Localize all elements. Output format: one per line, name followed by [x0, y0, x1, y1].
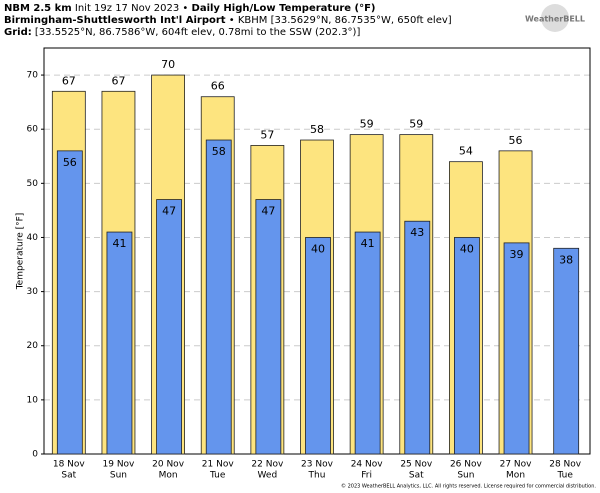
bar [56, 150, 83, 455]
bar [553, 247, 580, 455]
x-tick-label: 28 Nov [549, 460, 582, 470]
x-tick-label: 22 Nov [251, 460, 284, 470]
value-label: 47 [162, 205, 176, 218]
x-tick-label: Sun [457, 471, 474, 481]
y-axis-label: Temperature [°F] [16, 213, 26, 291]
value-label: 66 [211, 80, 225, 93]
x-tick-label: Wed [258, 471, 278, 481]
x-tick-label: Tue [556, 471, 573, 481]
logo: WeatherBELL [525, 15, 585, 24]
x-tick-label: Mon [506, 471, 525, 481]
value-label: 47 [261, 205, 275, 218]
value-label: 43 [410, 226, 424, 239]
bar [454, 237, 480, 455]
init: Init 19z 17 Nov 2023 • [72, 3, 192, 14]
y-tick-label: 40 [27, 233, 39, 243]
x-tick-label: 26 Nov [450, 460, 483, 470]
x-tick-label: 27 Nov [500, 460, 533, 470]
header-line: Birmingham-Shuttlesworth Int'l Airport •… [4, 15, 452, 26]
x-tick-label: Sat [61, 471, 76, 481]
product: Daily High/Low Temperature (°F) [192, 3, 376, 14]
x-tick-label: Sat [409, 471, 424, 481]
x-tick-label: Thu [308, 471, 326, 481]
bar [106, 231, 133, 455]
x-tick-label: 19 Nov [103, 460, 136, 470]
footer: © 2023 WeatherBELL Analytics, LLC. All r… [341, 483, 596, 490]
header-line: NBM 2.5 km Init 19z 17 Nov 2023 • Daily … [4, 3, 376, 14]
header-line: Grid: [33.5525°N, 86.7586°W, 604ft elev,… [4, 27, 360, 38]
x-tick-label: 25 Nov [400, 460, 433, 470]
logo-mark [541, 4, 569, 32]
x-tick-label: 24 Nov [351, 460, 384, 470]
value-label: 67 [111, 74, 125, 87]
y-tick-label: 60 [27, 125, 39, 135]
bar [503, 242, 530, 455]
value-label: 41 [112, 237, 126, 250]
value-label: 39 [510, 248, 524, 261]
value-label: 67 [62, 74, 76, 87]
y-tick-label: 70 [27, 71, 39, 81]
y-tick-label: 30 [27, 287, 39, 297]
station: Birmingham-Shuttlesworth Int'l Airport [4, 15, 226, 26]
value-label: 59 [360, 118, 374, 131]
model: NBM 2.5 km [4, 3, 72, 14]
x-tick-label: 18 Nov [53, 460, 86, 470]
value-label: 58 [212, 145, 226, 158]
y-tick-label: 10 [27, 395, 39, 405]
value-label: 56 [509, 134, 523, 147]
grid-label: Grid: [4, 27, 32, 38]
value-label: 56 [63, 156, 77, 169]
value-label: 54 [459, 145, 473, 158]
y-tick-label: 20 [27, 341, 39, 351]
bar [305, 237, 331, 455]
station-info: • KBHM [33.5629°N, 86.7535°W, 650ft elev… [226, 15, 452, 26]
x-tick-label: Mon [159, 471, 178, 481]
y-tick-label: 50 [27, 179, 39, 189]
x-tick-label: Fri [361, 471, 372, 481]
grid-info: [33.5525°N, 86.7586°W, 604ft elev, 0.78m… [32, 27, 361, 38]
x-tick-label: 21 Nov [202, 460, 235, 470]
x-tick-label: 23 Nov [301, 460, 334, 470]
y-tick-label: 0 [32, 450, 38, 460]
value-label: 59 [409, 118, 423, 131]
bar [205, 139, 232, 455]
bar [404, 220, 431, 455]
x-tick-label: Sun [110, 471, 127, 481]
value-label: 58 [310, 123, 324, 136]
bar [255, 199, 282, 455]
value-label: 70 [161, 58, 175, 71]
x-tick-label: 20 Nov [152, 460, 185, 470]
value-label: 57 [260, 128, 274, 141]
x-tick-label: Tue [209, 471, 226, 481]
value-label: 41 [361, 237, 375, 250]
value-label: 40 [311, 242, 325, 255]
bar [156, 199, 182, 455]
bar [354, 231, 381, 455]
value-label: 40 [460, 242, 474, 255]
value-label: 38 [559, 253, 573, 266]
